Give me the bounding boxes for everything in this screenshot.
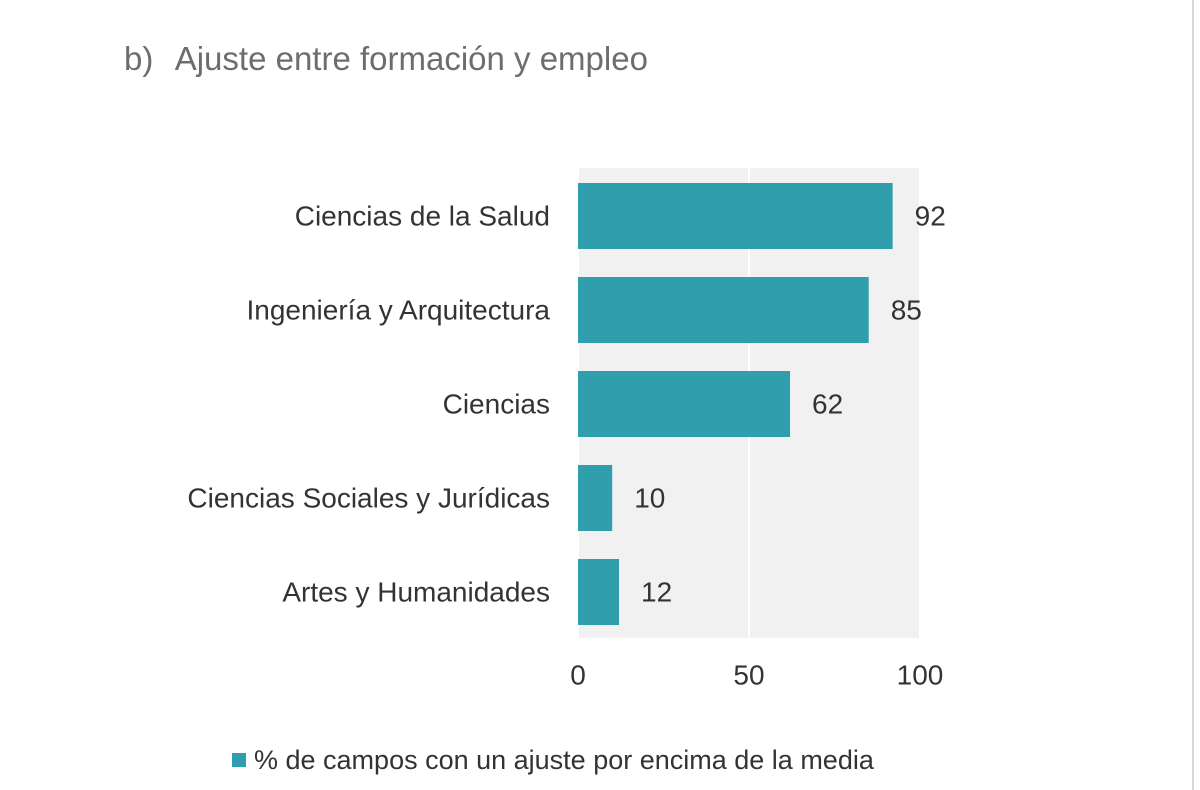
chart-title: b) Ajuste entre formación y empleo bbox=[124, 40, 648, 78]
bar-1 bbox=[578, 277, 869, 343]
category-label-1: Ingeniería y Arquitectura bbox=[246, 295, 550, 326]
chart-title-text: Ajuste entre formación y empleo bbox=[174, 40, 648, 77]
value-label-0: 92 bbox=[915, 201, 946, 232]
category-label-2: Ciencias bbox=[443, 389, 550, 420]
bar-4 bbox=[578, 559, 620, 625]
x-tick-label-1: 50 bbox=[733, 660, 764, 691]
legend: % de campos con un ajuste por encima de … bbox=[232, 742, 874, 778]
category-label-4: Artes y Humanidades bbox=[282, 577, 550, 608]
legend-swatch bbox=[232, 753, 246, 767]
bar-3 bbox=[578, 465, 613, 531]
value-label-3: 10 bbox=[634, 483, 665, 514]
value-label-2: 62 bbox=[812, 389, 843, 420]
x-tick-label-0: 0 bbox=[570, 660, 586, 691]
category-label-0: Ciencias de la Salud bbox=[295, 201, 550, 232]
frame-border bbox=[1192, 0, 1194, 790]
category-label-3: Ciencias Sociales y Jurídicas bbox=[187, 483, 550, 514]
value-label-4: 12 bbox=[641, 577, 672, 608]
panel-label: b) bbox=[124, 40, 154, 77]
x-tick-label-2: 100 bbox=[897, 660, 944, 691]
legend-label: % de campos con un ajuste por encima de … bbox=[254, 744, 874, 775]
bar-0 bbox=[578, 183, 893, 249]
bar-2 bbox=[578, 371, 791, 437]
value-label-1: 85 bbox=[891, 295, 922, 326]
